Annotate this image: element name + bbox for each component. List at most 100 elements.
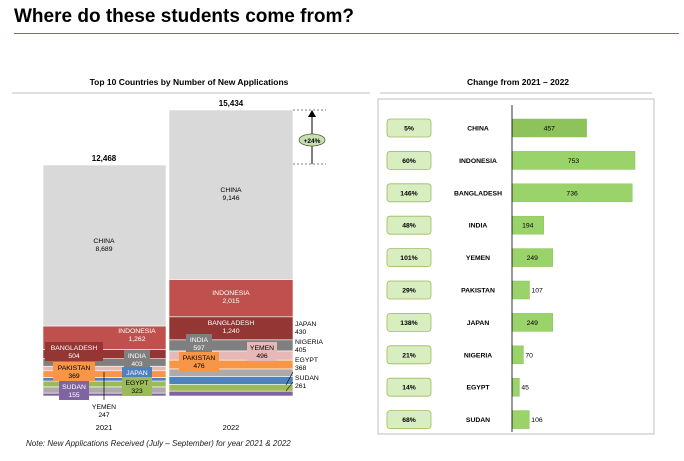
svg-text:YEMEN: YEMEN: [250, 345, 274, 352]
growth-badge: [298, 133, 326, 147]
pct-box: [386, 118, 432, 138]
pct-box: [386, 377, 432, 397]
svg-text:155: 155: [68, 392, 80, 399]
change-row: 60% INDONESIA 753: [386, 150, 636, 170]
change-bar: [511, 280, 530, 300]
svg-text:476: 476: [193, 363, 205, 370]
svg-text:JAPAN: JAPAN: [126, 370, 147, 377]
pct-label: 60%: [402, 158, 416, 165]
svg-text:YEMEN: YEMEN: [92, 404, 116, 411]
svg-text:8,689: 8,689: [95, 246, 112, 253]
svg-text:PAKISTAN: PAKISTAN: [58, 365, 91, 372]
change-row: 138% JAPAN 249: [386, 312, 553, 332]
pct-box: [386, 248, 432, 268]
svg-text:323: 323: [131, 388, 143, 395]
country-label: BANGLADESH: [454, 190, 502, 197]
growth-label: +24%: [304, 138, 321, 145]
svg-text:EGYPT: EGYPT: [295, 357, 318, 364]
svg-text:1,240: 1,240: [222, 328, 239, 335]
segment-china: [168, 109, 294, 280]
pct-label: 68%: [402, 417, 416, 424]
svg-text:INDIA: INDIA: [190, 337, 209, 344]
svg-text:SUDAN: SUDAN: [295, 375, 319, 382]
svg-text:INDIA: INDIA: [128, 353, 147, 360]
pct-label: 14%: [402, 385, 416, 392]
svg-text:430: 430: [295, 329, 307, 336]
pct-box: [386, 410, 432, 430]
change-value-label: 457: [544, 126, 556, 133]
svg-text:NIGERIA: NIGERIA: [295, 339, 323, 346]
country-label: INDONESIA: [459, 158, 497, 165]
svg-text:INDONESIA: INDONESIA: [118, 328, 156, 335]
country-label: NIGERIA: [464, 352, 492, 359]
svg-text:SUDAN: SUDAN: [62, 384, 86, 391]
right-chart-title: Change from 2021 – 2022: [467, 77, 569, 87]
svg-text:504: 504: [68, 353, 80, 360]
bar-2022: [168, 109, 294, 397]
leader-2022-a: [285, 371, 294, 386]
pct-label: 5%: [404, 126, 414, 133]
svg-text:BANGLADESH: BANGLADESH: [208, 320, 255, 327]
change-value-label: 736: [566, 190, 578, 197]
change-value-label: 70: [525, 352, 533, 359]
footnote: Note: New Applications Received (July – …: [26, 439, 291, 448]
change-row: 68% SUDAN 106: [386, 410, 543, 430]
change-bar: [511, 377, 520, 397]
segment-china: [42, 164, 167, 327]
change-value-label: 249: [527, 320, 539, 327]
segment-indonesia: [168, 279, 294, 318]
svg-text:9,146: 9,146: [222, 195, 239, 202]
left-chart-title: Top 10 Countries by Number of New Applic…: [90, 77, 289, 87]
title-divider: [14, 33, 679, 34]
pct-box: [386, 345, 432, 365]
svg-text:403: 403: [131, 361, 143, 368]
pct-box: [386, 280, 432, 300]
svg-text:261: 261: [295, 383, 307, 390]
change-row: 29% PAKISTAN 107: [386, 280, 543, 300]
change-value-label: 753: [568, 158, 580, 165]
svg-text:BANGLADESH: BANGLADESH: [51, 345, 98, 352]
pct-box: [386, 312, 432, 332]
change-value-label: 45: [521, 385, 529, 392]
pct-label: 138%: [400, 320, 417, 327]
pct-label: 29%: [402, 288, 416, 295]
svg-text:1,262: 1,262: [128, 336, 145, 343]
change-value-label: 194: [522, 223, 534, 230]
pct-box: [386, 150, 432, 170]
change-row: 101% YEMEN 249: [386, 248, 553, 268]
svg-text:369: 369: [68, 373, 80, 380]
svg-text:CHINA: CHINA: [93, 238, 115, 245]
change-bar: [511, 345, 524, 365]
page-title: Where do these students come from?: [14, 6, 354, 27]
change-rows: 5% CHINA 457 60% INDONESIA 753 146% BANGLADESH 7…: [386, 118, 636, 430]
change-value-label: 106: [531, 417, 543, 424]
country-label: SUDAN: [466, 417, 490, 424]
svg-text:INDONESIA: INDONESIA: [212, 290, 250, 297]
change-row: 48% INDIA 194: [386, 215, 544, 235]
svg-text:PAKISTAN: PAKISTAN: [183, 355, 216, 362]
change-row: 21% NIGERIA 70: [386, 345, 533, 365]
country-label: INDIA: [469, 223, 488, 230]
pct-label: 21%: [402, 352, 416, 359]
svg-text:CHINA: CHINA: [220, 187, 242, 194]
country-label: JAPAN: [467, 320, 490, 327]
svg-text:247: 247: [98, 412, 110, 419]
pct-box: [386, 215, 432, 235]
svg-text:496: 496: [256, 353, 268, 360]
